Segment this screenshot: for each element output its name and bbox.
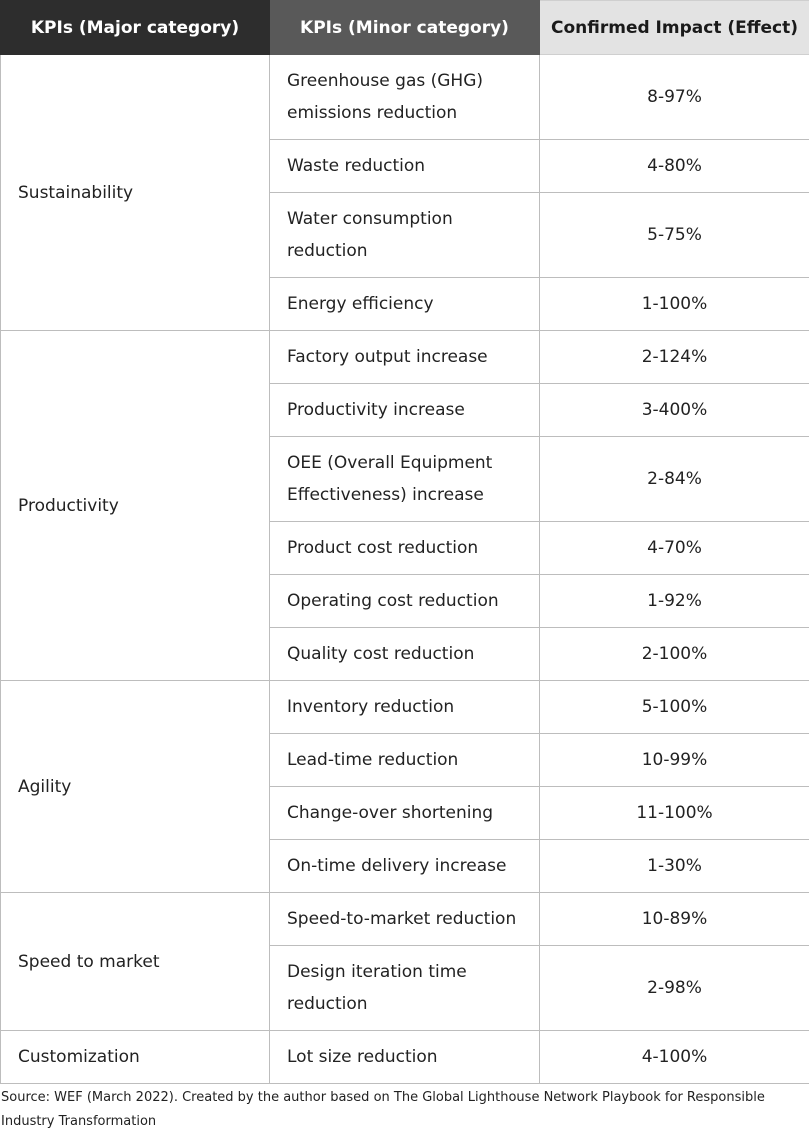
table-row: Speed to market Speed-to-market reductio…	[0, 892, 809, 1031]
major-category-cell: Sustainability	[0, 54, 270, 331]
impact-cell: 4-70%	[539, 521, 809, 575]
impact-cell: 5-100%	[539, 680, 809, 734]
minor-category-cell: Productivity increase	[269, 383, 540, 437]
impact-cell: 11-100%	[539, 786, 809, 840]
minor-category-cell: Operating cost reduction	[269, 574, 540, 628]
minor-category-cell: Inventory reduction	[269, 680, 540, 734]
table-row: Productivity increase 3-400%	[1, 383, 809, 437]
impact-cell: 1-92%	[539, 574, 809, 628]
minor-category-cell: Lot size reduction	[269, 1030, 540, 1084]
header-minor-category: KPIs (Minor category)	[269, 0, 540, 55]
table-row: Productivity Factory output increase 2-1…	[0, 330, 809, 681]
minor-category-cell: Product cost reduction	[269, 521, 540, 575]
header-major-category: KPIs (Major category)	[0, 0, 270, 55]
impact-cell: 1-100%	[539, 277, 809, 331]
table-row: Sustainability Greenhouse gas (GHG) emis…	[0, 54, 809, 331]
table-row: Quality cost reduction 2-100%	[1, 627, 809, 681]
impact-cell: 1-30%	[539, 839, 809, 893]
table-row: Energy efficiency 1-100%	[1, 277, 809, 331]
major-category-cell: Agility	[0, 680, 270, 893]
impact-cell: 2-98%	[539, 945, 809, 1031]
table-row: Operating cost reduction 1-92%	[1, 574, 809, 628]
table-row: Lead-time reduction 10-99%	[1, 733, 809, 787]
minor-category-cell: Change-over shortening	[269, 786, 540, 840]
minor-category-cell: Energy efficiency	[269, 277, 540, 331]
minor-category-cell: Speed-to-market reduction	[269, 892, 540, 946]
minor-category-cell: OEE (Overall Equipment Effectiveness) in…	[269, 436, 540, 522]
impact-cell: 2-84%	[539, 436, 809, 522]
minor-category-cell: On-time delivery increase	[269, 839, 540, 893]
minor-category-cell: Water consumption reduction	[269, 192, 540, 278]
impact-cell: 10-99%	[539, 733, 809, 787]
table-row: Water consumption reduction 5-75%	[1, 192, 809, 278]
minor-category-cell: Quality cost reduction	[269, 627, 540, 681]
major-category-cell: Productivity	[0, 330, 270, 681]
minor-category-cell: Lead-time reduction	[269, 733, 540, 787]
table-row: Agility Inventory reduction 5-100%	[0, 680, 809, 893]
table-row: Customization Lot size reduction 4-100%	[0, 1030, 809, 1084]
header-confirmed-impact: Confirmed Impact (Effect)	[539, 0, 809, 55]
impact-cell: 5-75%	[539, 192, 809, 278]
impact-cell: 2-124%	[539, 330, 809, 384]
major-category-cell: Customization	[0, 1030, 270, 1084]
table-row: On-time delivery increase 1-30%	[1, 839, 809, 893]
header-row: KPIs (Major category) KPIs (Minor catego…	[0, 0, 809, 55]
major-category-cell: Speed to market	[0, 892, 270, 1031]
impact-cell: 3-400%	[539, 383, 809, 437]
table-row: Waste reduction 4-80%	[1, 139, 809, 193]
kpi-table: KPIs (Major category) KPIs (Minor catego…	[0, 0, 809, 1084]
table-row: Change-over shortening 11-100%	[1, 786, 809, 840]
source-note: Source: WEF (March 2022). Created by the…	[1, 1090, 765, 1129]
impact-cell: 4-80%	[539, 139, 809, 193]
minor-category-cell: Factory output increase	[269, 330, 540, 384]
minor-category-cell: Waste reduction	[269, 139, 540, 193]
impact-cell: 2-100%	[539, 627, 809, 681]
impact-cell: 4-100%	[539, 1030, 809, 1084]
impact-cell: 10-89%	[539, 892, 809, 946]
table-row: Design iteration time reduction 2-98%	[1, 945, 809, 1031]
impact-cell: 8-97%	[539, 54, 809, 140]
minor-category-cell: Greenhouse gas (GHG) emissions reduction	[269, 54, 540, 140]
minor-category-cell: Design iteration time reduction	[269, 945, 540, 1031]
